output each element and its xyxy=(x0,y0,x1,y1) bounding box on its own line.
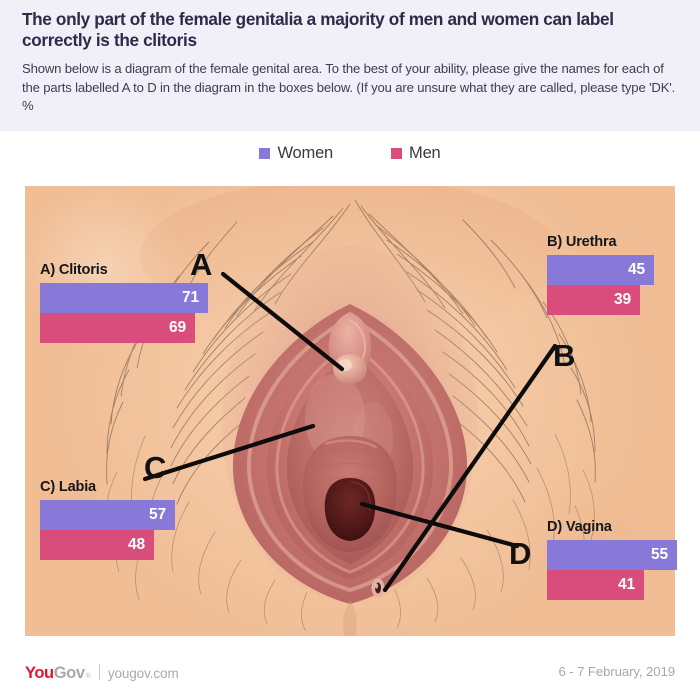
bar-men-clitoris[interactable]: 69 xyxy=(40,313,195,343)
bar-women-labia[interactable]: 57 xyxy=(40,500,175,530)
bar-row-women-clitoris[interactable]: 71 xyxy=(40,283,208,313)
bar-row-women-labia[interactable]: 57 xyxy=(40,500,175,530)
page-title: The only part of the female genitalia a … xyxy=(22,9,614,50)
legend-swatch-men xyxy=(391,147,403,159)
bar-value-women-vagina: 55 xyxy=(650,546,668,563)
callout-letter-d: D xyxy=(509,536,532,571)
footer-date: 6 - 7 February, 2019 xyxy=(558,664,675,679)
female-genitalia-illustration xyxy=(105,186,596,636)
bar-value-women-clitoris: 71 xyxy=(181,289,199,306)
legend-item-women[interactable]: Women xyxy=(259,144,333,163)
logo-you-text: You xyxy=(25,664,54,682)
legend-swatch-women xyxy=(259,147,271,159)
callout-letter-c: C xyxy=(144,450,167,485)
bar-row-women-vagina[interactable]: 55 xyxy=(547,540,677,570)
header-banner: The only part of the female genitalia a … xyxy=(0,0,700,131)
legend-label-men: Men xyxy=(409,143,441,162)
leader-lines xyxy=(142,271,558,593)
bar-block-label-vagina: D) Vagina xyxy=(547,519,612,535)
callout-letter-a: A xyxy=(190,247,213,282)
bar-row-women-urethra[interactable]: 45 xyxy=(547,255,654,285)
bar-value-women-urethra: 45 xyxy=(627,261,645,278)
bar-men-urethra[interactable]: 39 xyxy=(547,285,640,315)
bar-block-label-labia: C) Labia xyxy=(40,479,96,495)
bar-women-clitoris[interactable]: 71 xyxy=(40,283,208,313)
legend-item-men[interactable]: Men xyxy=(391,144,441,163)
bar-block-label-urethra: B) Urethra xyxy=(547,234,617,250)
footer-divider xyxy=(98,664,100,680)
bar-block-label-clitoris: A) Clitoris xyxy=(40,262,108,278)
callout-letter-b: B xyxy=(553,338,576,373)
footer: You Gov ® yougov.com 6 - 7 February, 2019 xyxy=(0,636,700,700)
bar-men-vagina[interactable]: 41 xyxy=(547,570,644,600)
logo-trademark-symbol: ® xyxy=(85,673,91,680)
bar-block-clitoris: A) Clitoris 71 69 xyxy=(40,262,208,343)
bar-block-urethra: B) Urethra 45 39 xyxy=(547,234,654,315)
bar-men-labia[interactable]: 48 xyxy=(40,530,154,560)
bar-row-men-vagina[interactable]: 41 xyxy=(547,570,677,600)
bar-value-men-vagina: 41 xyxy=(617,576,635,593)
bar-value-men-clitoris: 69 xyxy=(168,319,186,336)
bar-women-urethra[interactable]: 45 xyxy=(547,255,654,285)
bar-value-men-urethra: 39 xyxy=(613,291,631,308)
page-subtitle: Shown below is a diagram of the female g… xyxy=(22,61,676,113)
yougov-logo[interactable]: You Gov ® yougov.com xyxy=(25,662,179,683)
bar-women-vagina[interactable]: 55 xyxy=(547,540,677,570)
bar-row-men-labia[interactable]: 48 xyxy=(40,530,175,560)
bar-block-labia: C) Labia 57 48 xyxy=(40,479,175,560)
footer-url[interactable]: yougov.com xyxy=(107,666,179,681)
logo-gov-text: Gov xyxy=(53,664,85,682)
bar-block-vagina: D) Vagina 55 41 xyxy=(547,519,677,600)
bar-value-men-labia: 48 xyxy=(127,536,145,553)
legend-label-women: Women xyxy=(277,143,334,162)
bar-row-men-urethra[interactable]: 39 xyxy=(547,285,654,315)
bar-row-men-clitoris[interactable]: 69 xyxy=(40,313,208,343)
chart-legend: Women Men xyxy=(0,136,700,170)
bar-value-women-labia: 57 xyxy=(148,506,166,523)
